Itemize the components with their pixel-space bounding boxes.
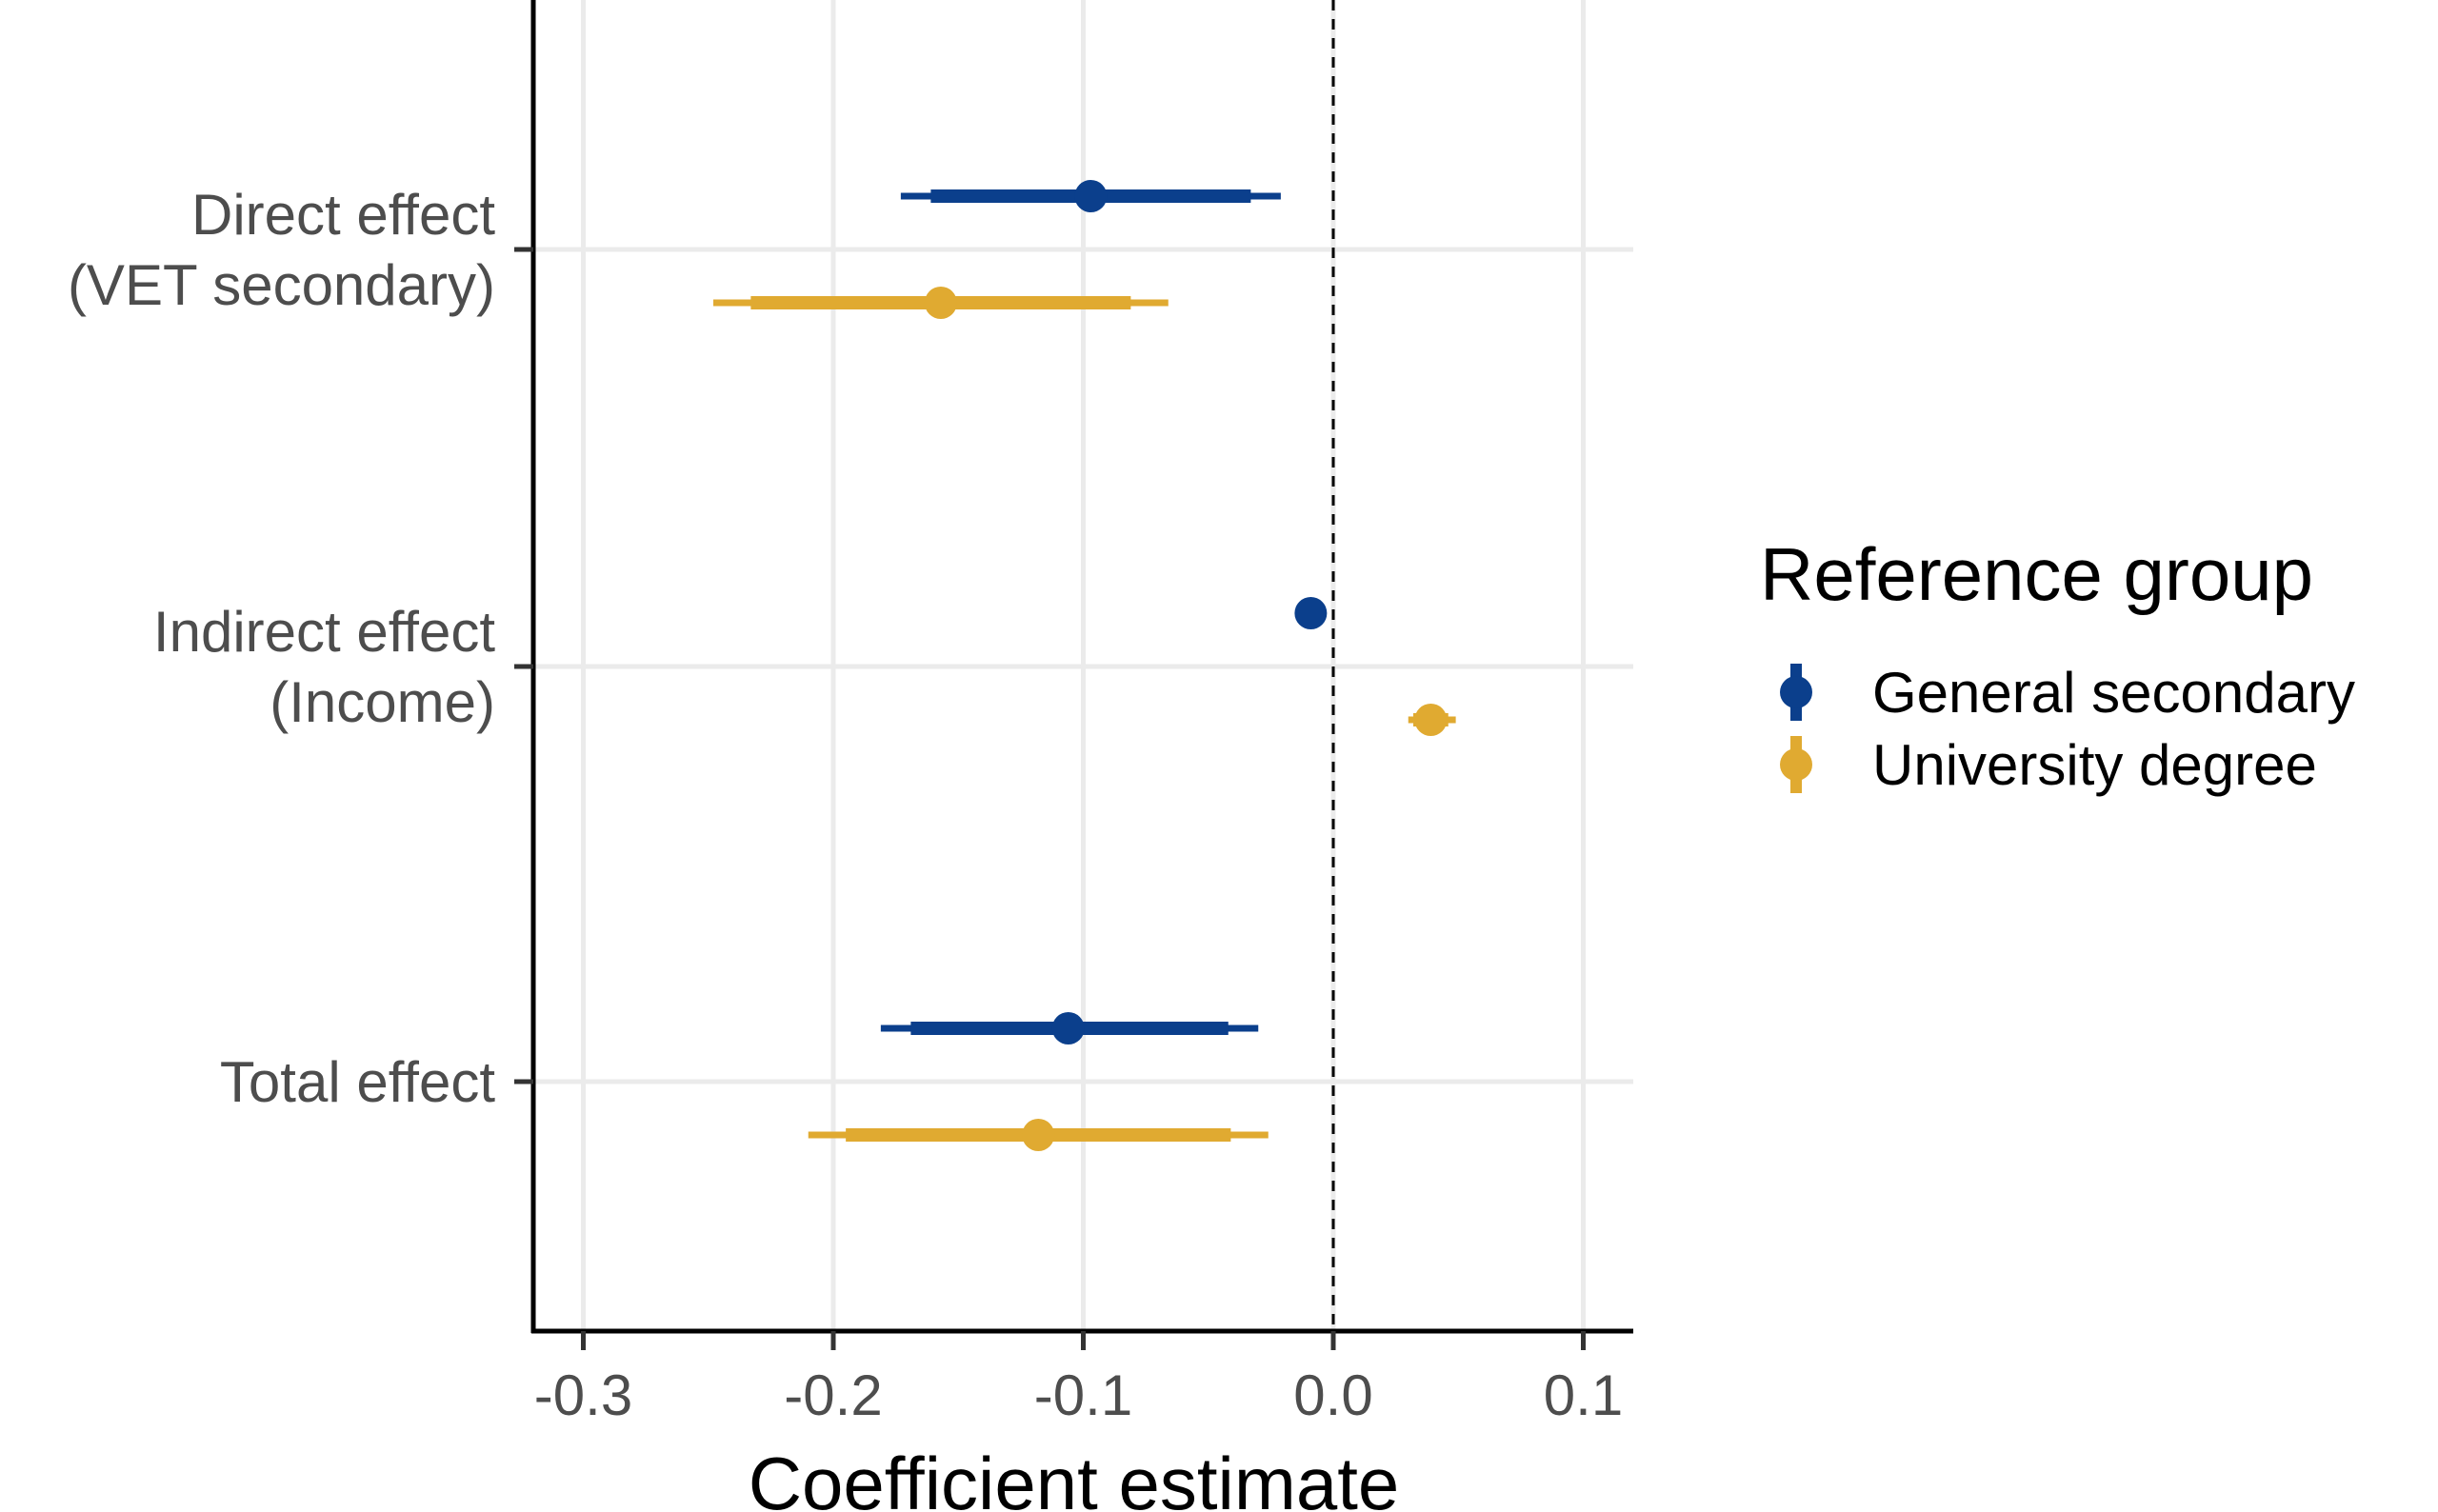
point-estimate-university-degree-total [1022,1119,1055,1151]
point-estimate-general-secondary-direct [1074,180,1108,212]
x-tick-label-2: -0.1 [1034,1363,1132,1427]
legend: Reference group General secondary Universi… [1760,532,2355,797]
axis-labels: Direct effect(VET secondary) Indirect eff… [68,183,1623,1512]
y-category-label-direct-line-1: Direct effect [191,183,495,247]
point-estimate-general-secondary-indirect [1294,597,1328,629]
legend-key-point-general-secondary [1780,676,1812,708]
point-estimate-university-degree-indirect [1414,704,1448,736]
axes [514,0,1633,1350]
point-estimate-university-degree-direct [924,287,957,319]
point-estimate-general-secondary-total [1051,1012,1085,1044]
y-category-label-indirect-line-1: Indirect effect [153,600,495,664]
x-tick-label-3: 0.0 [1293,1363,1372,1427]
legend-label-university-degree: University degree [1872,733,2317,797]
legend-title: Reference group [1760,532,2313,616]
x-axis-title: Coefficient estimate [749,1442,1400,1512]
y-category-label-direct-line-2: (VET secondary) [68,253,495,317]
grid-lines [533,0,1633,1331]
legend-key-point-university-degree [1780,748,1812,781]
x-tick-label-4: 0.1 [1544,1363,1623,1427]
data-marks [713,180,1456,1151]
x-tick-label-1: -0.2 [784,1363,882,1427]
y-category-label-indirect-line-2: (Income) [270,670,495,734]
x-tick-label-0: -0.3 [534,1363,632,1427]
y-category-label-total: Total effect [220,1050,495,1114]
legend-label-general-secondary: General secondary [1872,661,2355,725]
